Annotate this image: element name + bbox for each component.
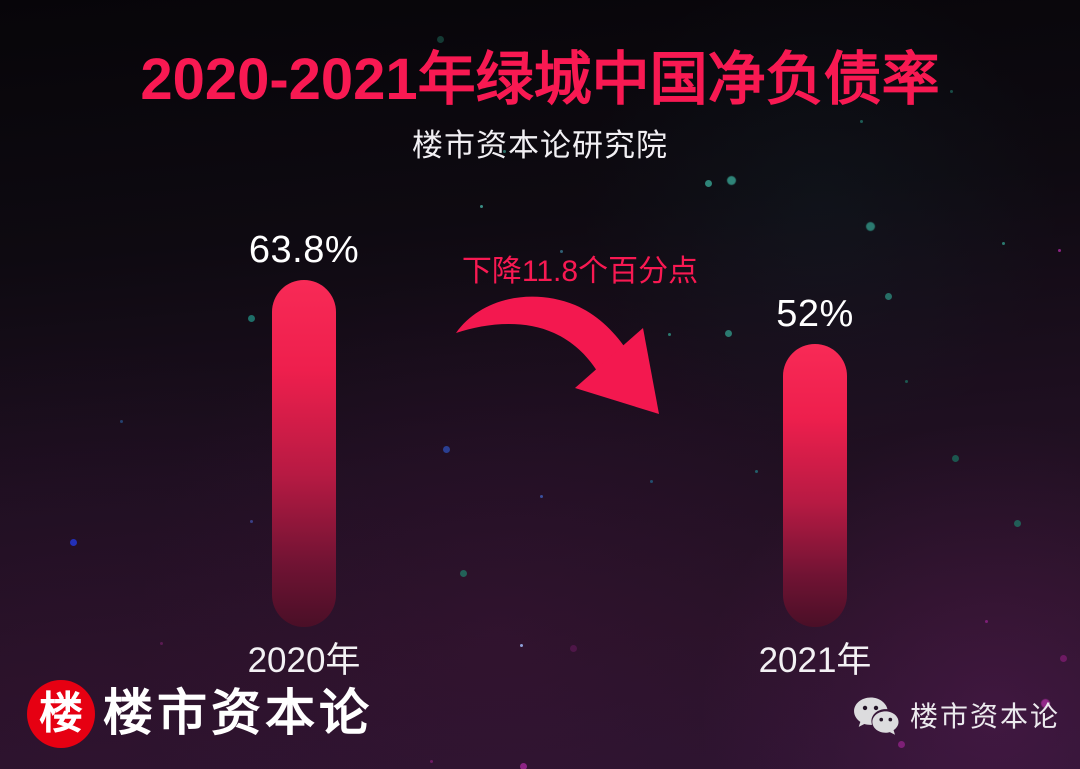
bar-group-2021: 52% [740,293,890,627]
wechat-footer: 楼市资本论 [852,696,1060,738]
decline-annotation: 下降11.8个百分点 [461,255,699,288]
brand-logo-char: 楼 [39,689,83,738]
brand-name: 楼市资本论 [103,685,373,741]
category-label-2020: 2020年 [247,641,361,680]
chart-title: 2020-2021年绿城中国净负债率 [140,47,940,112]
value-label-2020: 63.8% [248,229,360,271]
bar-2020 [272,280,336,627]
brand-logo-badge: 楼 [27,680,95,748]
starfield-small-dots [0,0,3,3]
wechat-account-name: 楼市资本论 [910,701,1061,732]
chart-subtitle: 楼市资本论研究院 [412,128,668,163]
curved-down-arrow-icon [456,296,659,414]
bar-2021 [783,344,847,627]
bar-group-2020: 63.8% [229,229,379,627]
value-label-2021: 52% [776,293,854,335]
wechat-icon [854,697,899,735]
category-label-2021: 2021年 [758,641,872,680]
